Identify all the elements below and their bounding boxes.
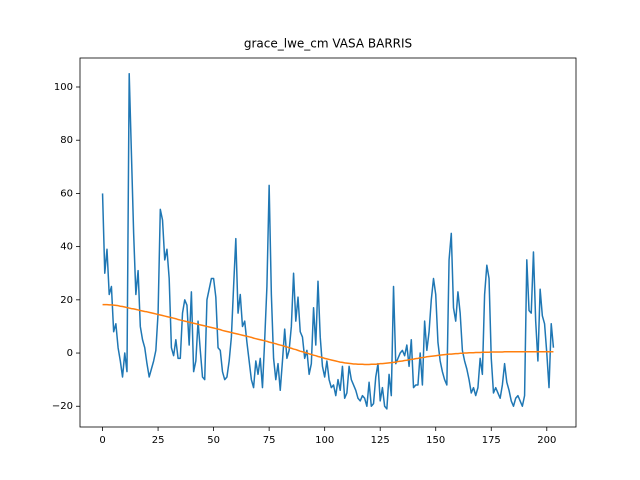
y-tick-label: 60 bbox=[60, 188, 73, 199]
y-tick-label: 40 bbox=[60, 242, 73, 253]
x-tick-label: 100 bbox=[315, 435, 334, 446]
x-tick-label: 125 bbox=[371, 435, 390, 446]
y-tick-label: −20 bbox=[52, 401, 73, 412]
plot-frame bbox=[79, 57, 577, 428]
series-line bbox=[101, 72, 555, 410]
y-tick-label: 100 bbox=[54, 82, 73, 93]
y-tick-label: 20 bbox=[60, 295, 73, 306]
y-tick-label: 80 bbox=[60, 135, 73, 146]
chart-title: grace_lwe_cm VASA BARRIS bbox=[244, 37, 412, 51]
series-line bbox=[102, 303, 554, 366]
x-tick-label: 0 bbox=[99, 435, 105, 446]
x-tick-label: 150 bbox=[426, 435, 445, 446]
x-tick-label: 25 bbox=[152, 435, 165, 446]
x-tick-label: 200 bbox=[537, 435, 556, 446]
x-tick-label: 75 bbox=[263, 435, 276, 446]
y-tick-label: 0 bbox=[67, 348, 73, 359]
x-tick-label: 175 bbox=[482, 435, 501, 446]
x-tick-label: 50 bbox=[207, 435, 220, 446]
